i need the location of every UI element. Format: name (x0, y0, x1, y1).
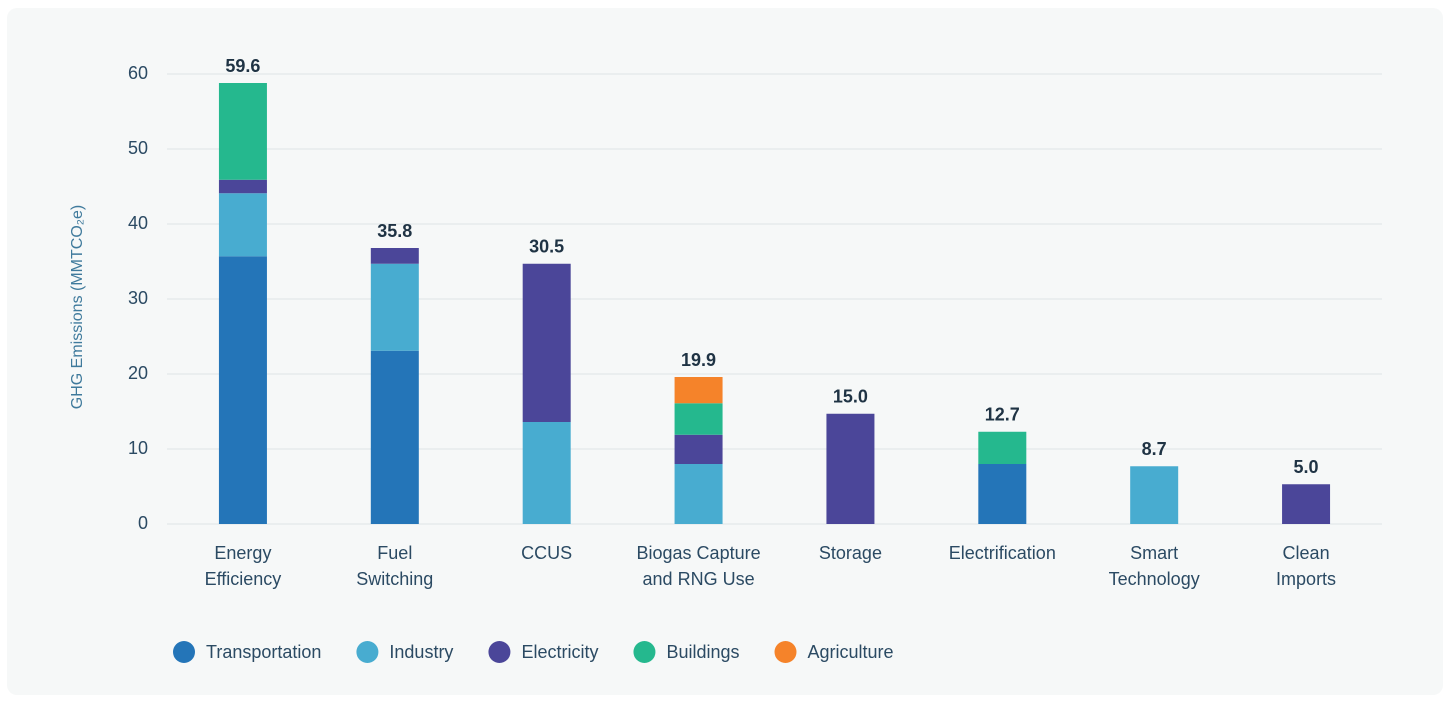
total-label: 19.9 (681, 350, 716, 370)
y-tick-label: 40 (128, 213, 148, 233)
y-tick-label: 60 (128, 63, 148, 83)
total-label: 15.0 (833, 387, 868, 407)
bar-segment (978, 431, 1027, 464)
legend-label: Industry (389, 642, 453, 662)
bar-segment (370, 263, 419, 351)
bar-segment (218, 83, 267, 180)
x-tick-label: Smart (1130, 543, 1178, 563)
bar-segment (1282, 484, 1331, 524)
total-label: 59.6 (225, 56, 260, 76)
x-tick-label: Switching (356, 569, 433, 589)
bar-segment (522, 263, 571, 422)
y-tick-label: 0 (138, 513, 148, 533)
x-tick-label: Biogas Capture (637, 543, 761, 563)
y-tick-label: 50 (128, 138, 148, 158)
bar-segment (674, 434, 723, 464)
legend-swatch (173, 641, 195, 663)
x-tick-label: Energy (214, 543, 271, 563)
legend-swatch (774, 641, 797, 663)
bar-segment (674, 377, 723, 404)
x-tick-label: Electrification (949, 543, 1056, 563)
legend-label: Agriculture (808, 642, 894, 662)
x-tick-label: CCUS (521, 543, 572, 563)
y-axis-title: GHG Emissions (MMTCO₂e) (69, 205, 86, 409)
x-tick-label: Technology (1109, 569, 1200, 589)
x-tick-label: Clean (1283, 543, 1330, 563)
y-tick-label: 20 (128, 363, 148, 383)
y-tick-label: 30 (128, 288, 148, 308)
total-label: 30.5 (529, 237, 564, 257)
bar-segment (674, 464, 723, 524)
bar-segment (674, 403, 723, 435)
card (7, 8, 1443, 695)
x-tick-label: and RNG Use (643, 569, 755, 589)
bar-segment (826, 413, 875, 524)
bar-segment (978, 464, 1027, 524)
legend-swatch (488, 641, 511, 663)
bar-segment (1130, 466, 1179, 524)
legend-label: Buildings (666, 642, 739, 662)
bar-segment (370, 248, 419, 264)
x-tick-label: Storage (819, 543, 882, 563)
y-tick-label: 10 (128, 438, 148, 458)
total-label: 35.8 (377, 221, 412, 241)
bar-segment (218, 179, 267, 194)
x-tick-label: Imports (1276, 569, 1336, 589)
legend-swatch (633, 641, 656, 663)
x-tick-label: Efficiency (205, 569, 282, 589)
total-label: 5.0 (1294, 457, 1319, 477)
total-label: 12.7 (985, 405, 1020, 425)
total-label: 8.7 (1142, 439, 1167, 459)
bar-segment (218, 193, 267, 257)
bar-segment (522, 422, 571, 524)
legend-label: Electricity (521, 642, 598, 662)
bar-segment (218, 256, 267, 524)
bar-segment (370, 350, 419, 524)
legend-label: Transportation (206, 642, 321, 662)
legend-swatch (356, 641, 379, 663)
x-tick-label: Fuel (377, 543, 412, 563)
